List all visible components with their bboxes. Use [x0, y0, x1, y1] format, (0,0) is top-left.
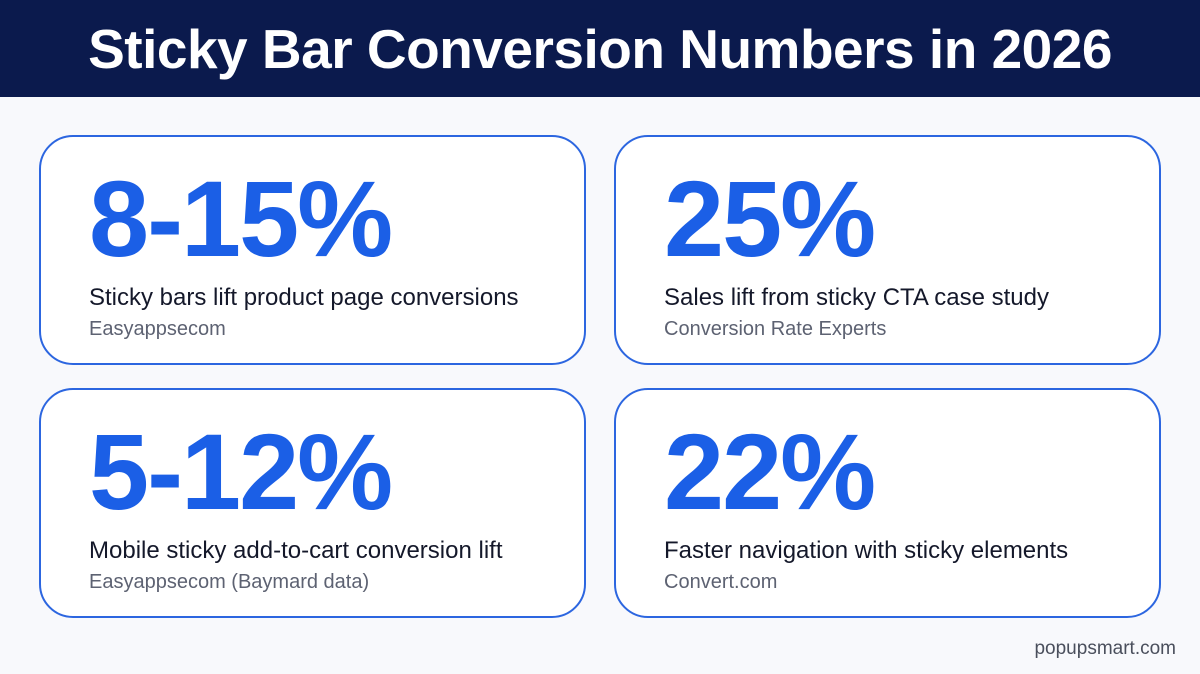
stat-description: Mobile sticky add-to-cart conversion lif… [89, 537, 503, 564]
title-bar: Sticky Bar Conversion Numbers in 2026 [0, 0, 1200, 97]
stat-card-navigation: 22% Faster navigation with sticky elemen… [614, 388, 1161, 618]
stat-source: Conversion Rate Experts [664, 318, 887, 340]
stat-source: Easyappsecom (Baymard data) [89, 571, 370, 593]
page-title: Sticky Bar Conversion Numbers in 2026 [88, 17, 1112, 80]
stat-card-mobile-add-to-cart: 5-12% Mobile sticky add-to-cart conversi… [39, 388, 586, 618]
stat-value: 22% [664, 411, 876, 532]
stat-value: 25% [664, 158, 876, 279]
stat-source: Convert.com [664, 571, 778, 593]
brand-watermark: popupsmart.com [1034, 638, 1176, 659]
stat-description: Sales lift from sticky CTA case study [664, 284, 1049, 311]
stat-card-product-page: 8-15% Sticky bars lift product page conv… [39, 135, 586, 365]
stat-source: Easyappsecom [89, 318, 226, 340]
stat-value: 8-15% [89, 158, 393, 279]
stat-description: Faster navigation with sticky elements [664, 537, 1069, 564]
stat-card-sales-lift: 25% Sales lift from sticky CTA case stud… [614, 135, 1161, 365]
stat-value: 5-12% [89, 411, 393, 532]
stat-description: Sticky bars lift product page conversion… [89, 284, 519, 311]
